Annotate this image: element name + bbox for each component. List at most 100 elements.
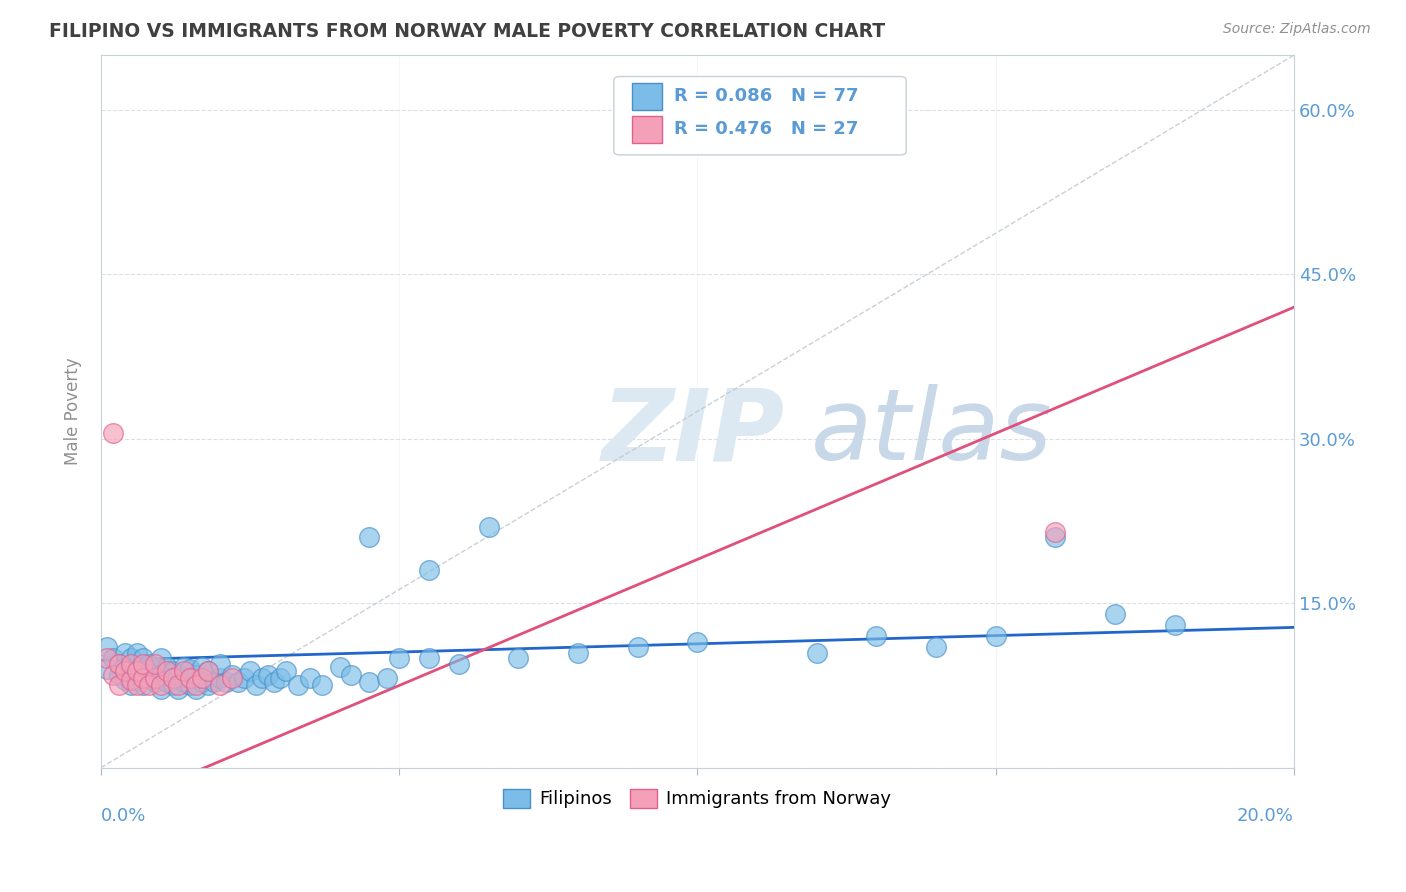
Point: [125, 678, 148, 692]
Point: [167, 681, 190, 696]
Point: [221, 667, 243, 681]
Point: [686, 634, 709, 648]
Point: [132, 665, 155, 679]
Point: [209, 678, 232, 692]
Point: [167, 667, 190, 681]
Point: [418, 651, 440, 665]
Point: [149, 667, 172, 681]
Point: [162, 678, 184, 692]
Point: [269, 671, 291, 685]
Point: [215, 675, 238, 690]
Text: 0.0%: 0.0%: [101, 807, 146, 825]
Point: [96, 640, 118, 654]
Point: [263, 675, 285, 690]
Point: [149, 678, 172, 692]
Point: [340, 667, 363, 681]
Point: [1045, 524, 1067, 539]
Point: [138, 678, 160, 692]
Point: [173, 675, 195, 690]
Point: [167, 678, 190, 692]
Point: [138, 671, 160, 685]
Point: [149, 651, 172, 665]
Point: [132, 651, 155, 665]
Point: [114, 673, 136, 687]
Point: [287, 678, 309, 692]
Point: [478, 519, 501, 533]
Point: [143, 657, 166, 671]
Point: [186, 667, 208, 681]
Point: [125, 673, 148, 687]
Point: [114, 646, 136, 660]
Point: [418, 563, 440, 577]
Point: [186, 678, 208, 692]
Point: [328, 660, 350, 674]
Point: [162, 665, 184, 679]
Point: [202, 675, 225, 690]
Point: [101, 651, 124, 665]
Point: [197, 678, 219, 692]
Point: [143, 660, 166, 674]
Point: [120, 657, 142, 671]
Point: [274, 665, 297, 679]
Point: [226, 675, 249, 690]
Text: FILIPINO VS IMMIGRANTS FROM NORWAY MALE POVERTY CORRELATION CHART: FILIPINO VS IMMIGRANTS FROM NORWAY MALE …: [49, 22, 886, 41]
Point: [508, 651, 530, 665]
Point: [173, 660, 195, 674]
Point: [197, 665, 219, 679]
Y-axis label: Male Poverty: Male Poverty: [65, 358, 82, 466]
Point: [179, 662, 201, 676]
Point: [311, 678, 333, 692]
Legend: Filipinos, Immigrants from Norway: Filipinos, Immigrants from Norway: [496, 782, 898, 815]
Point: [209, 671, 232, 685]
Point: [627, 640, 650, 654]
Point: [132, 678, 155, 692]
Point: [96, 662, 118, 676]
Point: [1163, 618, 1185, 632]
Text: ZIP: ZIP: [602, 384, 785, 482]
Text: Source: ZipAtlas.com: Source: ZipAtlas.com: [1223, 22, 1371, 37]
Point: [257, 667, 280, 681]
Point: [221, 671, 243, 685]
Point: [359, 531, 381, 545]
Point: [245, 678, 267, 692]
Point: [108, 667, 131, 681]
Point: [191, 675, 214, 690]
Point: [1104, 607, 1126, 622]
Point: [114, 665, 136, 679]
Point: [984, 629, 1007, 643]
Text: atlas: atlas: [811, 384, 1052, 482]
Point: [120, 673, 142, 687]
Text: R = 0.086   N = 77: R = 0.086 N = 77: [673, 87, 858, 105]
Point: [179, 671, 201, 685]
Point: [155, 675, 177, 690]
Point: [209, 657, 232, 671]
Point: [108, 657, 131, 671]
Point: [191, 671, 214, 685]
Point: [101, 426, 124, 441]
Point: [806, 646, 828, 660]
Point: [179, 678, 201, 692]
Point: [132, 657, 155, 671]
Point: [143, 671, 166, 685]
Point: [143, 675, 166, 690]
Point: [120, 651, 142, 665]
Point: [155, 665, 177, 679]
Point: [925, 640, 948, 654]
Point: [96, 651, 118, 665]
Point: [125, 665, 148, 679]
Point: [388, 651, 411, 665]
Point: [101, 667, 124, 681]
Point: [162, 671, 184, 685]
Point: [125, 662, 148, 676]
Point: [298, 671, 321, 685]
Text: R = 0.476   N = 27: R = 0.476 N = 27: [673, 120, 858, 138]
Point: [359, 675, 381, 690]
FancyBboxPatch shape: [614, 77, 907, 155]
Point: [138, 657, 160, 671]
Point: [1045, 531, 1067, 545]
Point: [567, 646, 589, 660]
Point: [155, 660, 177, 674]
Point: [191, 660, 214, 674]
Point: [125, 646, 148, 660]
Point: [250, 671, 273, 685]
